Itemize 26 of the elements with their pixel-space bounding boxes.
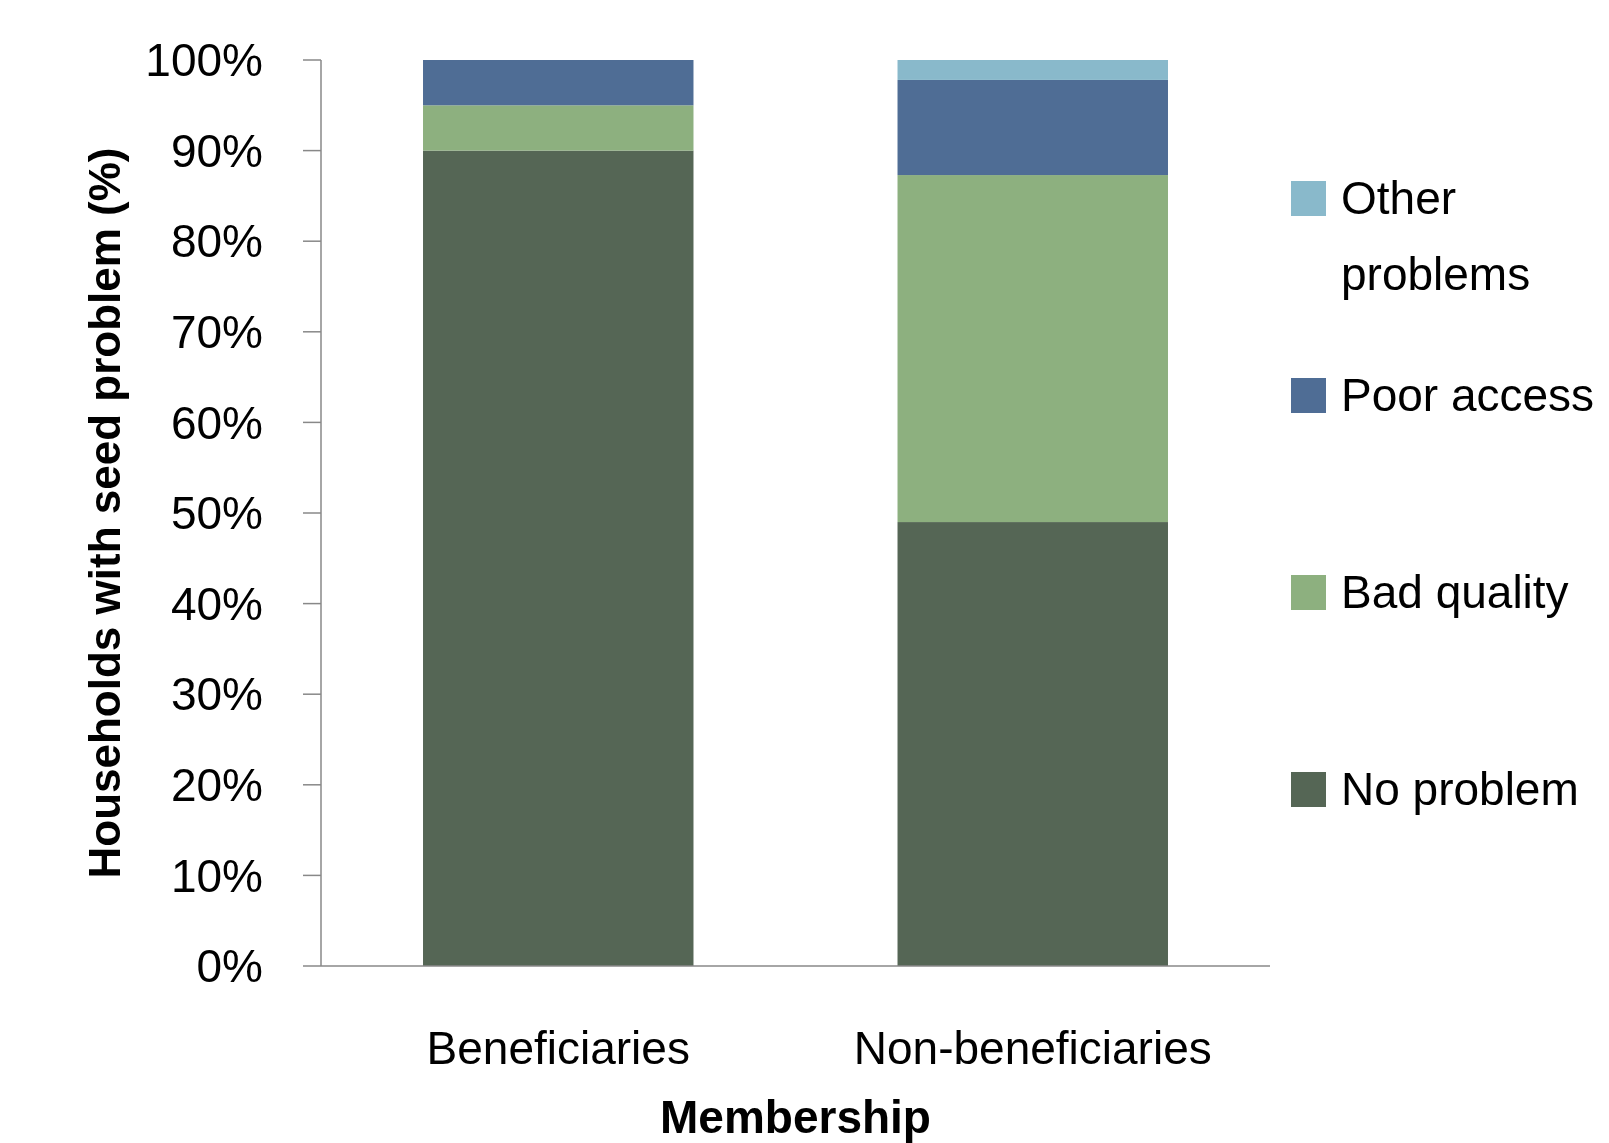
y-tick-label: 100% xyxy=(145,34,263,87)
y-tick-label: 40% xyxy=(170,577,263,630)
x-axis-title: Membership xyxy=(660,1091,931,1143)
bar xyxy=(897,175,1168,523)
legend-label: Bad quality xyxy=(1341,566,1569,619)
legend-label: Other problems xyxy=(1341,172,1531,300)
x-tick-label: Non-beneficiaries xyxy=(853,1022,1212,1074)
y-tick-label: 60% xyxy=(170,396,263,449)
bar xyxy=(897,522,1168,966)
y-tick-label: 50% xyxy=(170,487,263,540)
y-tick-label: 20% xyxy=(170,758,263,811)
y-tick-label: 30% xyxy=(170,668,263,721)
x-tick-label: Beneficiaries xyxy=(426,1022,690,1074)
y-tick-label: 90% xyxy=(170,124,263,177)
legend-label: Poor access xyxy=(1341,369,1595,422)
y-axis-title: Households with seed problem (%) xyxy=(80,147,129,879)
bar xyxy=(897,60,1168,80)
bar xyxy=(897,79,1168,176)
bar xyxy=(423,60,694,106)
legend-label: No problem xyxy=(1341,763,1579,816)
bar xyxy=(423,105,694,151)
y-tick-label: 70% xyxy=(170,305,263,358)
bar xyxy=(423,150,694,966)
y-tick-label: 10% xyxy=(170,849,263,902)
y-tick-label: 80% xyxy=(170,215,263,268)
y-tick-label: 0% xyxy=(196,940,263,993)
